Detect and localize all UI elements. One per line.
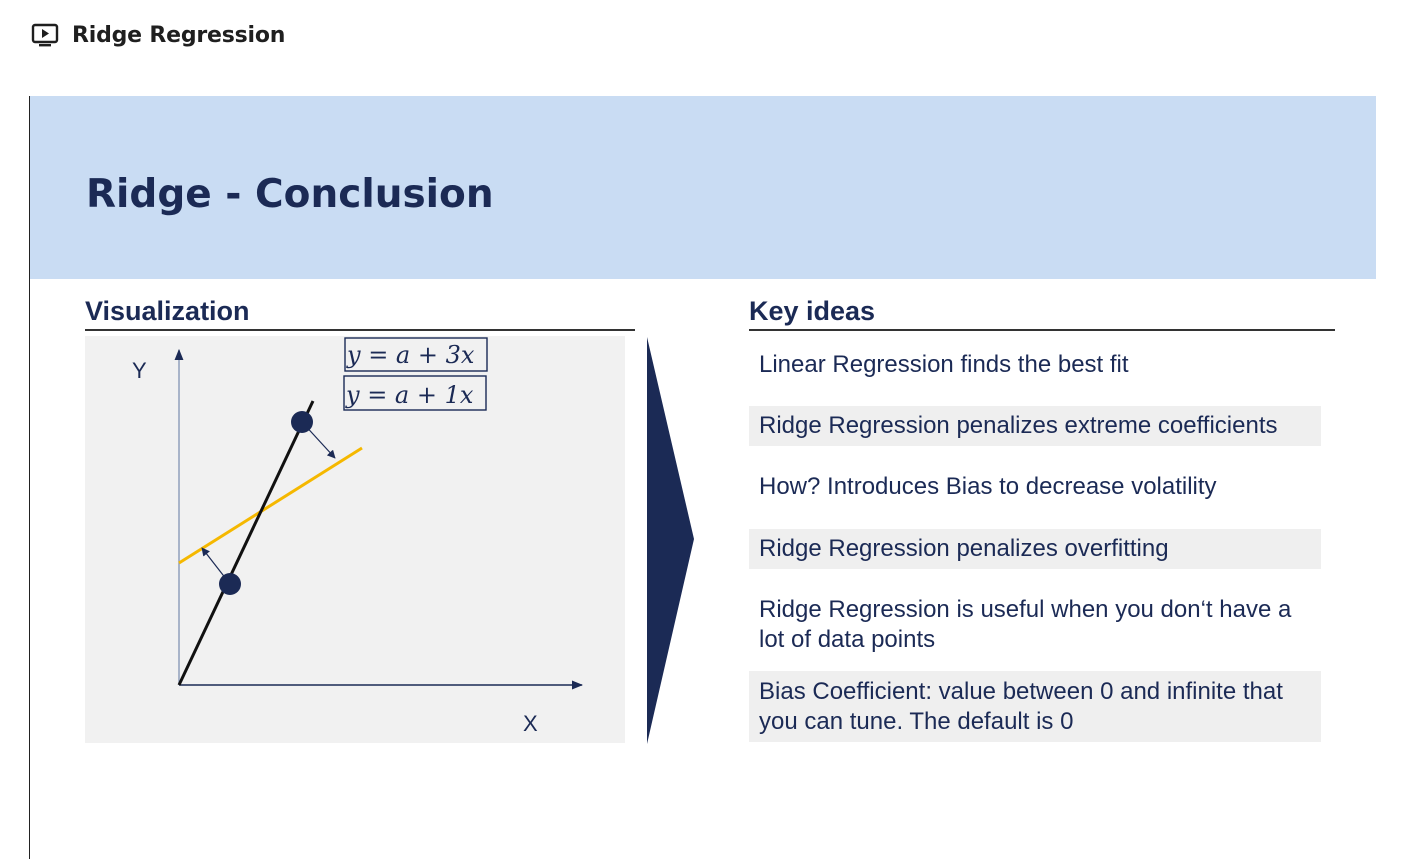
- key-idea-item: Ridge Regression penalizes extreme coeff…: [749, 406, 1321, 446]
- x-axis-label: X: [523, 711, 538, 736]
- key-idea-item: Bias Coefficient: value between 0 and in…: [749, 671, 1321, 742]
- equation-ridge: y = a + 1x: [345, 381, 474, 409]
- visualization-heading: Visualization: [85, 296, 250, 326]
- equation-box-ridge: [343, 375, 487, 411]
- key-ideas-divider: [749, 329, 1335, 331]
- slide-title: Ridge - Conclusion: [86, 172, 494, 217]
- key-idea-item: Ridge Regression penalizes overfitting: [749, 529, 1321, 569]
- data-point-lower: [219, 573, 241, 595]
- lesson-header: Ridge Regression: [30, 19, 285, 51]
- regression-diagram: Y X y = a + 3x y = a + 1x: [132, 337, 584, 736]
- y-axis-label: Y: [132, 358, 147, 383]
- slide-title-banner: [30, 96, 1376, 279]
- least-squares-fit-line: [177, 400, 315, 686]
- lesson-title: Ridge Regression: [72, 22, 286, 48]
- equation-steep: y = a + 3x: [346, 341, 475, 369]
- key-idea-item: How? Introduces Bias to decrease volatil…: [759, 473, 1217, 500]
- chevron-right-icon: [647, 337, 694, 744]
- equation-box-steep: [344, 337, 488, 372]
- regression-visualization: Y X y = a + 3x y = a + 1x: [85, 336, 625, 743]
- video-icon: [31, 23, 59, 47]
- visualization-divider: [85, 329, 635, 331]
- key-ideas-heading: Key ideas: [749, 296, 876, 326]
- ridge-fit-line: [178, 446, 363, 565]
- slide-border: [29, 96, 30, 859]
- key-idea-item: Ridge Regression is useful when you don‘…: [759, 596, 1292, 653]
- data-point-upper: [291, 411, 313, 433]
- key-idea-item: Linear Regression finds the best fit: [759, 351, 1129, 378]
